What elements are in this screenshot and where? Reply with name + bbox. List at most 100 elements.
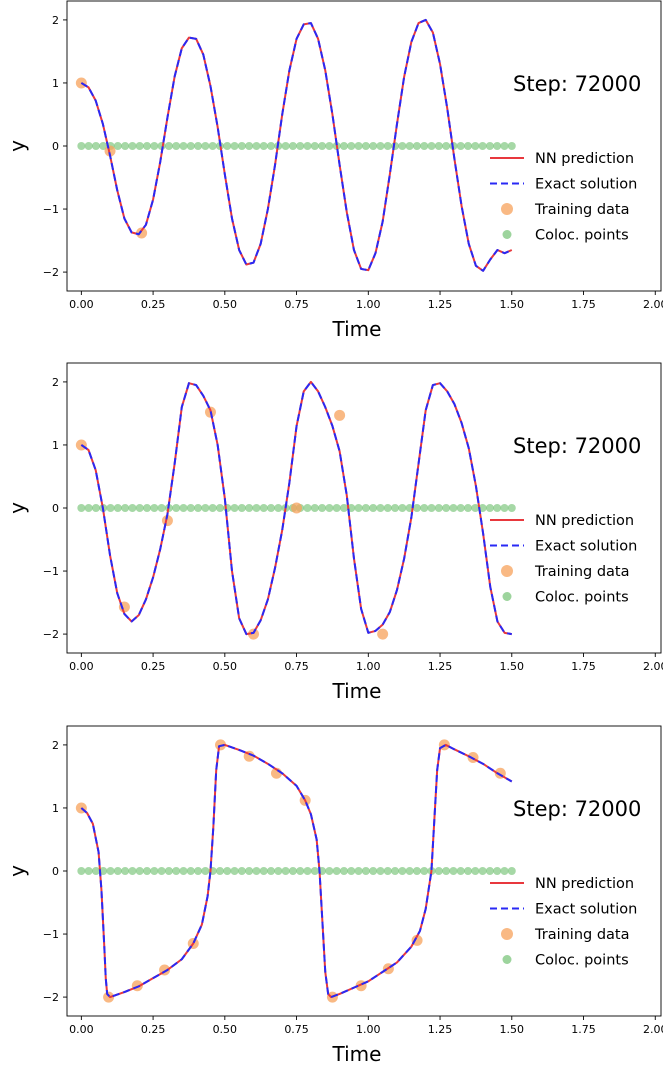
coloc-point: [179, 867, 188, 875]
coloc-point: [398, 142, 407, 150]
coloc-point: [164, 867, 173, 875]
coloc-point: [164, 142, 173, 150]
coloc-point: [398, 504, 407, 512]
coloc-point: [245, 142, 254, 150]
coloc-point: [77, 867, 86, 875]
coloc-point: [252, 142, 261, 150]
coloc-point: [456, 142, 465, 150]
training-point: [334, 409, 346, 421]
coloc-point: [310, 142, 319, 150]
coloc-point: [332, 867, 341, 875]
x-tick-label: 1.00: [356, 298, 381, 311]
x-tick-label: 0.25: [141, 1023, 166, 1036]
coloc-point: [332, 504, 341, 512]
x-tick-label: 0.75: [284, 298, 309, 311]
plot-content: [75, 380, 516, 640]
coloc-point: [230, 867, 239, 875]
coloc-point: [369, 867, 378, 875]
x-tick-label: 0.75: [284, 660, 309, 673]
coloc-point: [84, 504, 93, 512]
coloc-point: [121, 867, 130, 875]
coloc-point: [223, 142, 232, 150]
coloc-point: [478, 142, 487, 150]
training-point: [248, 628, 260, 640]
coloc-point: [412, 142, 421, 150]
legend-coloc-points-label: Coloc. points: [535, 228, 629, 244]
coloc-point: [376, 142, 385, 150]
coloc-point: [376, 504, 385, 512]
coloc-point: [376, 867, 385, 875]
x-tick-label: 1.25: [428, 1023, 453, 1036]
x-tick-label: 2.00: [643, 298, 663, 311]
x-tick-label: 0.50: [213, 660, 238, 673]
coloc-point: [186, 504, 195, 512]
coloc-point: [267, 142, 276, 150]
coloc-point: [113, 142, 122, 150]
training-point: [291, 502, 303, 514]
x-tick-label: 0.25: [141, 660, 166, 673]
legend-training-data-label: Training data: [534, 564, 629, 580]
legend-nn-prediction-label: NN prediction: [535, 876, 634, 892]
coloc-point: [354, 504, 363, 512]
coloc-point: [339, 867, 348, 875]
coloc-point: [128, 867, 137, 875]
coloc-point: [493, 504, 502, 512]
x-tick-label: 1.75: [571, 1023, 596, 1036]
coloc-point: [383, 142, 392, 150]
coloc-point: [194, 504, 203, 512]
legend-coloc-points-label: Coloc. points: [535, 953, 629, 969]
coloc-point: [128, 504, 137, 512]
coloc-point: [267, 504, 276, 512]
y-tick-label: 0: [52, 865, 59, 878]
coloc-point: [237, 142, 246, 150]
x-tick-label: 1.75: [571, 660, 596, 673]
coloc-point: [84, 142, 93, 150]
coloc-point: [143, 504, 152, 512]
chart-panel-2: 0.00 0.25 0.50 0.75 1.00 1.25 1.50 1.75 2.00 −2 −1…: [5, 362, 663, 703]
coloc-point: [91, 142, 100, 150]
coloc-point: [259, 867, 268, 875]
coloc-point: [398, 867, 407, 875]
y-tick-label: −2: [43, 628, 59, 641]
coloc-point: [369, 504, 378, 512]
x-tick-label: 1.00: [356, 660, 381, 673]
coloc-point: [91, 867, 100, 875]
x-axis-label: Time: [332, 317, 382, 341]
coloc-point: [274, 867, 283, 875]
coloc-point: [237, 504, 246, 512]
y-tick-label: −2: [43, 991, 59, 1004]
legend-coloc-points-swatch: [502, 955, 512, 964]
y-tick-label: −1: [43, 203, 59, 216]
coloc-point: [507, 142, 516, 150]
legend-coloc-points-label: Coloc. points: [535, 590, 629, 606]
coloc-point: [434, 867, 443, 875]
x-tick-label: 0.00: [69, 660, 94, 673]
coloc-point: [507, 867, 516, 875]
coloc-point: [310, 504, 319, 512]
x-tick-label: 1.50: [500, 1023, 525, 1036]
coloc-point: [223, 867, 232, 875]
x-tick-label: 2.00: [643, 660, 663, 673]
coloc-point: [281, 142, 290, 150]
coloc-point: [434, 504, 443, 512]
legend-training-data-swatch: [501, 928, 513, 940]
coloc-point: [405, 867, 414, 875]
legend-exact-solution-label: Exact solution: [535, 177, 637, 193]
training-point: [103, 991, 115, 1003]
coloc-point: [77, 504, 86, 512]
coloc-point: [201, 867, 210, 875]
coloc-point: [442, 142, 451, 150]
coloc-point: [150, 867, 159, 875]
coloc-point: [172, 142, 181, 150]
plot-content: [75, 18, 516, 272]
coloc-point: [485, 142, 494, 150]
coloc-point: [420, 142, 429, 150]
x-tick-label: 0.50: [213, 1023, 238, 1036]
coloc-point: [318, 504, 327, 512]
coloc-point: [420, 504, 429, 512]
coloc-point: [208, 142, 217, 150]
coloc-point: [361, 142, 370, 150]
coloc-point: [339, 142, 348, 150]
coloc-point: [281, 867, 290, 875]
coloc-point: [252, 504, 261, 512]
